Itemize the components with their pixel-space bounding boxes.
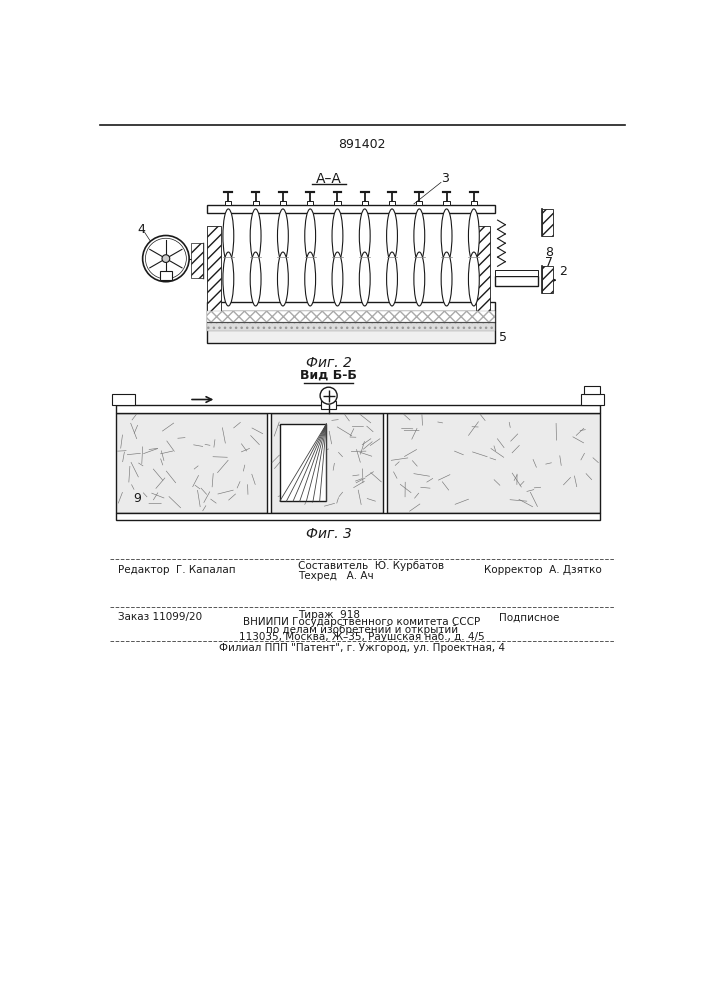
Circle shape [162, 255, 170, 262]
Ellipse shape [223, 252, 234, 306]
Text: 8: 8 [546, 246, 554, 259]
Ellipse shape [223, 209, 234, 263]
Text: Тираж  918: Тираж 918 [298, 610, 360, 620]
Bar [585, 386, 600, 394]
Ellipse shape [305, 252, 315, 306]
Bar [542, 266, 554, 293]
Bar [115, 413, 267, 513]
Bar [207, 205, 495, 213]
Bar [280, 424, 327, 501]
Text: Составитель  Ю. Курбатов: Составитель Ю. Курбатов [298, 561, 444, 571]
Bar [252, 201, 259, 205]
Text: Заказ 11099/20: Заказ 11099/20 [118, 612, 202, 622]
Text: ВНИИПИ Государственного комитета СССР: ВНИИПИ Государственного комитета СССР [243, 617, 481, 627]
Text: 2: 2 [559, 265, 566, 278]
Bar [334, 201, 341, 205]
Text: 9: 9 [133, 492, 141, 505]
Ellipse shape [414, 252, 425, 306]
Bar [443, 201, 450, 205]
Text: по делам изобретений и открытий: по делам изобретений и открытий [266, 625, 458, 635]
Bar [112, 394, 135, 405]
Ellipse shape [359, 209, 370, 263]
Text: Редактор  Г. Капалап: Редактор Г. Капалап [118, 565, 235, 575]
Bar [307, 201, 313, 205]
Ellipse shape [387, 209, 397, 263]
Text: Техред   А. Ач: Техред А. Ач [298, 571, 373, 581]
Bar [542, 209, 554, 235]
Bar [271, 413, 383, 513]
Ellipse shape [277, 252, 288, 306]
Bar [115, 513, 600, 520]
Ellipse shape [441, 252, 452, 306]
Ellipse shape [332, 252, 343, 306]
Text: Подписное: Подписное [499, 612, 559, 622]
Text: 891402: 891402 [338, 138, 386, 151]
Ellipse shape [469, 209, 479, 263]
Text: Фиг. 2: Фиг. 2 [305, 356, 351, 370]
Ellipse shape [387, 252, 397, 306]
Bar [476, 226, 490, 311]
Ellipse shape [441, 209, 452, 263]
Text: Вид Б-Б: Вид Б-Б [300, 369, 357, 382]
Bar [321, 401, 337, 409]
Circle shape [320, 387, 337, 404]
Bar [207, 323, 495, 331]
Circle shape [143, 235, 189, 282]
Text: 113035, Москва, Ж–35, Раушская наб., д. 4/5: 113035, Москва, Ж–35, Раушская наб., д. … [239, 632, 485, 642]
Bar [495, 276, 538, 286]
Ellipse shape [414, 209, 425, 263]
Bar [207, 226, 221, 311]
Ellipse shape [305, 209, 315, 263]
Bar [280, 201, 286, 205]
Bar [362, 201, 368, 205]
Text: Корректор  А. Дзятко: Корректор А. Дзятко [484, 565, 602, 575]
Bar [389, 201, 395, 205]
Text: Филиал ППП "Патент", г. Ужгород, ул. Проектная, 4: Филиал ППП "Патент", г. Ужгород, ул. Про… [219, 643, 505, 653]
Bar [207, 311, 495, 322]
Bar [495, 270, 538, 276]
Bar [416, 201, 422, 205]
Ellipse shape [250, 252, 261, 306]
Bar [207, 311, 495, 322]
Ellipse shape [359, 252, 370, 306]
Text: Фиг. 3: Фиг. 3 [305, 527, 351, 541]
Bar [387, 413, 600, 513]
Bar [207, 322, 495, 343]
Text: 4: 4 [137, 223, 145, 236]
Bar [471, 201, 477, 205]
Ellipse shape [469, 252, 479, 306]
Bar [226, 201, 231, 205]
Bar [192, 243, 203, 278]
Bar [115, 405, 600, 413]
Bar [580, 394, 604, 405]
Text: 7: 7 [546, 256, 554, 269]
Text: А–А: А–А [316, 172, 341, 186]
Ellipse shape [250, 209, 261, 263]
Text: 5: 5 [499, 331, 507, 344]
Ellipse shape [332, 209, 343, 263]
Ellipse shape [277, 209, 288, 263]
Bar [160, 271, 172, 280]
Bar [207, 302, 495, 311]
Text: 3: 3 [441, 172, 449, 185]
